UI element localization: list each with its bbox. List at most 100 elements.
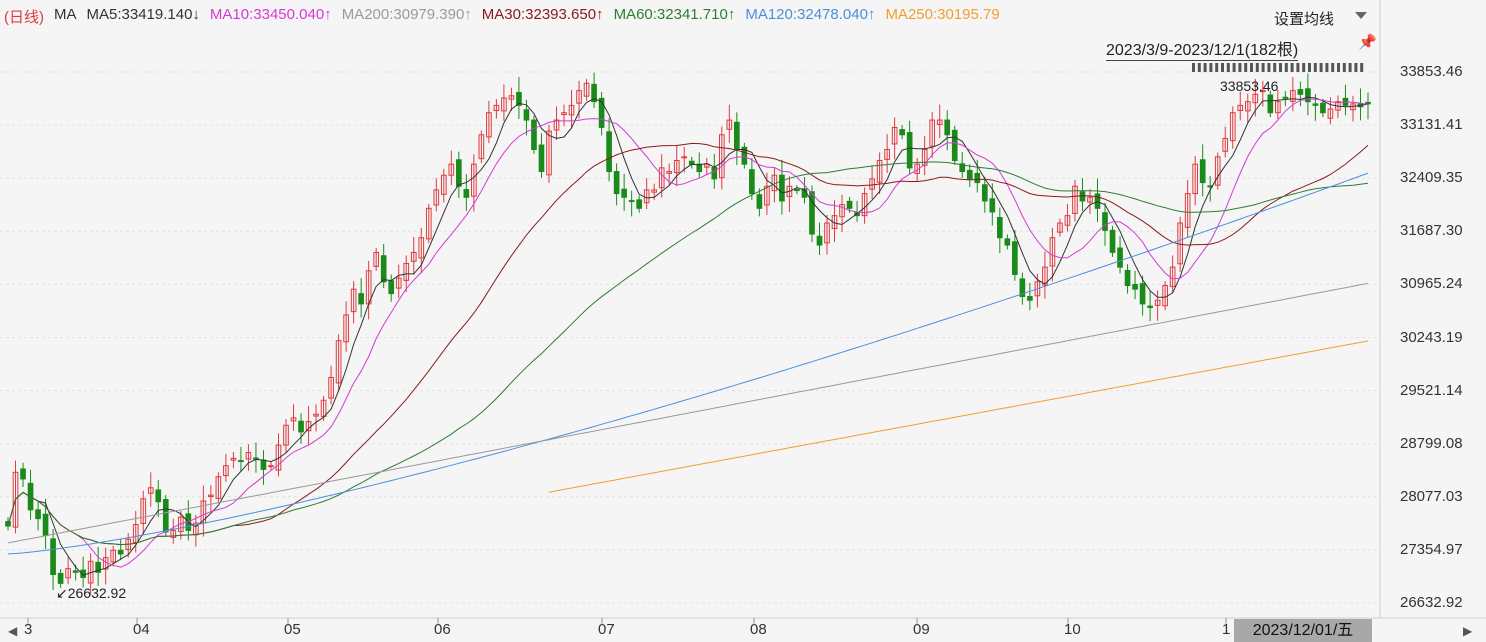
x-tick-label: 08 bbox=[750, 621, 767, 638]
high-marker bbox=[1238, 63, 1242, 72]
candle-body bbox=[621, 188, 627, 198]
x-tick-label: 04 bbox=[133, 621, 150, 638]
scroll-right-icon[interactable]: ▶ bbox=[1463, 624, 1473, 638]
candle-body bbox=[831, 215, 838, 230]
candle-body bbox=[1184, 193, 1191, 228]
high-price-annotation: 33853.46 bbox=[1220, 78, 1279, 94]
period-label[interactable]: (日线) bbox=[4, 9, 44, 26]
candle-body bbox=[1042, 266, 1048, 286]
candle-body bbox=[20, 468, 26, 480]
high-marker bbox=[1325, 63, 1329, 72]
candle-body bbox=[358, 293, 364, 305]
candle-body bbox=[846, 200, 853, 209]
candle-body bbox=[1365, 101, 1371, 105]
candle-body bbox=[944, 119, 951, 136]
candle-body bbox=[380, 255, 387, 283]
pin-icon[interactable]: 📌 bbox=[1358, 34, 1377, 51]
candle-body bbox=[1267, 94, 1274, 114]
candle-body bbox=[268, 465, 274, 468]
candle-body bbox=[245, 451, 252, 460]
y-tick-label: 30965.24 bbox=[1400, 275, 1463, 293]
scroll-left-icon[interactable]: ◀ bbox=[8, 624, 18, 638]
candle-body bbox=[395, 277, 402, 289]
date-range-label[interactable]: 2023/3/9-2023/12/1(182根) bbox=[1106, 36, 1299, 61]
candle-body bbox=[501, 97, 507, 112]
candle-body bbox=[57, 572, 64, 584]
ma-legend-item: MA250:30195.79 bbox=[885, 6, 1000, 23]
high-marker bbox=[1354, 63, 1358, 72]
candle-body bbox=[328, 376, 334, 399]
candle-body bbox=[208, 494, 214, 498]
chevron-down-icon[interactable] bbox=[1355, 12, 1367, 19]
ma-settings-button[interactable]: 设置均线 bbox=[1274, 11, 1335, 28]
candle-body bbox=[493, 104, 500, 111]
candle-body bbox=[238, 460, 244, 463]
x-tick-label: 3 bbox=[24, 621, 33, 638]
ma-legend-item: MA10:33450.040↑ bbox=[209, 6, 332, 23]
high-marker bbox=[1273, 63, 1277, 72]
candle-body bbox=[636, 199, 642, 209]
candle-body bbox=[508, 95, 515, 100]
y-tick-label: 26632.92 bbox=[1400, 594, 1463, 611]
candle-body bbox=[418, 237, 425, 259]
candle-body bbox=[1305, 88, 1311, 103]
candle-body bbox=[749, 169, 755, 195]
candle-body bbox=[1327, 108, 1334, 119]
candle-body bbox=[681, 156, 688, 159]
high-marker bbox=[1221, 63, 1224, 72]
candle-body bbox=[1259, 90, 1266, 93]
candle-body bbox=[283, 424, 289, 446]
candle-body bbox=[388, 280, 395, 295]
candle-body bbox=[1290, 90, 1296, 102]
candle-body bbox=[170, 529, 177, 538]
ma-line-ma200 bbox=[7, 282, 1369, 544]
candle-body bbox=[335, 340, 342, 384]
candle-body bbox=[809, 191, 815, 235]
candle-body bbox=[869, 178, 875, 190]
candle-body bbox=[230, 457, 237, 461]
high-marker bbox=[1360, 63, 1364, 72]
candle-body bbox=[839, 204, 845, 218]
candle-body bbox=[1019, 278, 1026, 298]
ma-legend-item: MA30:32393.650↑ bbox=[481, 6, 604, 23]
candle-body bbox=[666, 171, 673, 174]
candle-body bbox=[1297, 89, 1304, 95]
candle-body bbox=[110, 549, 117, 563]
high-marker bbox=[1296, 63, 1300, 72]
high-marker bbox=[1342, 63, 1346, 72]
candle-body bbox=[1109, 229, 1116, 253]
candle-body bbox=[673, 160, 680, 174]
ma-legend-item: MA5:33419.140↓ bbox=[86, 6, 200, 23]
candle-body bbox=[425, 207, 432, 240]
ma-legend: (日线) MA MA5:33419.140↓ MA10:33450.040↑ MA200… bbox=[4, 6, 1010, 27]
candle-body bbox=[1102, 212, 1108, 231]
candle-body bbox=[440, 174, 447, 195]
candle-body bbox=[1192, 163, 1199, 195]
ma-line-ma250 bbox=[548, 340, 1369, 493]
candle-body bbox=[223, 465, 229, 477]
candle-body bbox=[718, 134, 725, 179]
candle-body bbox=[140, 498, 147, 524]
x-tick-label: 10 bbox=[1064, 621, 1081, 638]
candle-body bbox=[290, 417, 297, 422]
candle-body bbox=[764, 185, 770, 206]
candle-body bbox=[350, 288, 357, 313]
ma-line-ma60 bbox=[7, 161, 1369, 546]
candle-body bbox=[1282, 96, 1289, 99]
high-marker bbox=[1348, 63, 1352, 72]
candle-body bbox=[1139, 283, 1146, 305]
candle-body bbox=[1222, 137, 1229, 152]
high-marker bbox=[1226, 63, 1230, 72]
candle-body bbox=[658, 167, 665, 189]
y-tick-label: 33853.46 bbox=[1400, 63, 1463, 80]
ma-legend-item: MA120:32478.040↑ bbox=[745, 6, 876, 23]
candle-body bbox=[651, 189, 658, 193]
high-marker bbox=[1279, 63, 1282, 72]
candle-body bbox=[433, 189, 440, 206]
ma-line-ma5 bbox=[7, 96, 1369, 576]
candle-body bbox=[1244, 101, 1251, 112]
candle-body bbox=[410, 251, 417, 262]
candle-body bbox=[215, 476, 222, 499]
candle-body bbox=[463, 189, 470, 198]
